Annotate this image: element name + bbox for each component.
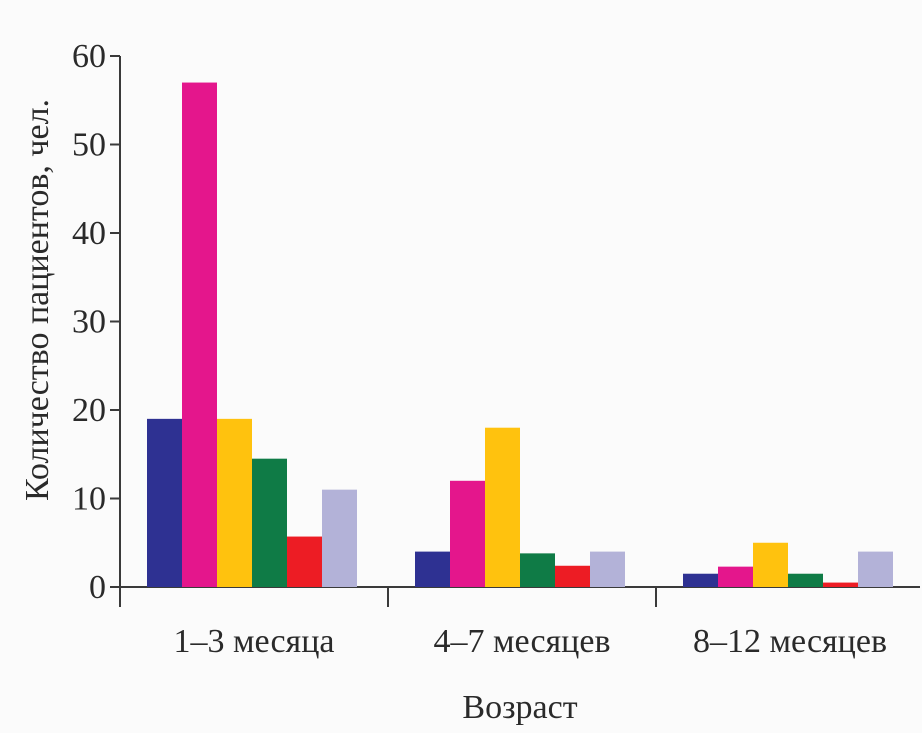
x-tick-label: 8–12 месяцев — [693, 623, 887, 660]
bar — [858, 551, 893, 587]
x-axis: 1–3 месяца 4–7 месяцев 8–12 месяцев — [119, 586, 920, 660]
bar — [252, 458, 287, 587]
y-tick-label: 60 — [72, 38, 106, 75]
bar — [450, 480, 485, 587]
bar — [287, 536, 322, 587]
bar — [555, 565, 590, 587]
y-tick-label: 40 — [72, 215, 106, 252]
bar — [147, 418, 182, 587]
bar — [788, 573, 823, 587]
bar — [590, 551, 625, 587]
x-tick-label: 1–3 месяца — [174, 623, 335, 660]
y-tick-label: 30 — [72, 304, 106, 341]
bars — [147, 82, 893, 588]
bar — [415, 551, 450, 587]
bar — [485, 427, 520, 587]
y-axis-title: Количество пациентов, чел. — [19, 99, 56, 501]
y-tick-label: 0 — [89, 569, 106, 606]
x-tick-label: 4–7 месяцев — [433, 623, 610, 660]
y-axis: 0 10 20 30 40 50 60 — [72, 38, 121, 606]
y-tick-label: 10 — [72, 481, 106, 518]
bar — [322, 489, 357, 587]
x-axis-title: Возраст — [462, 689, 577, 726]
bar — [753, 542, 788, 587]
bar — [217, 418, 252, 587]
y-tick-label: 50 — [72, 127, 106, 164]
bar — [182, 82, 217, 588]
bar — [520, 553, 555, 587]
y-tick-label: 20 — [72, 392, 106, 429]
bar — [683, 573, 718, 587]
bar — [718, 566, 753, 587]
bar — [823, 582, 858, 587]
